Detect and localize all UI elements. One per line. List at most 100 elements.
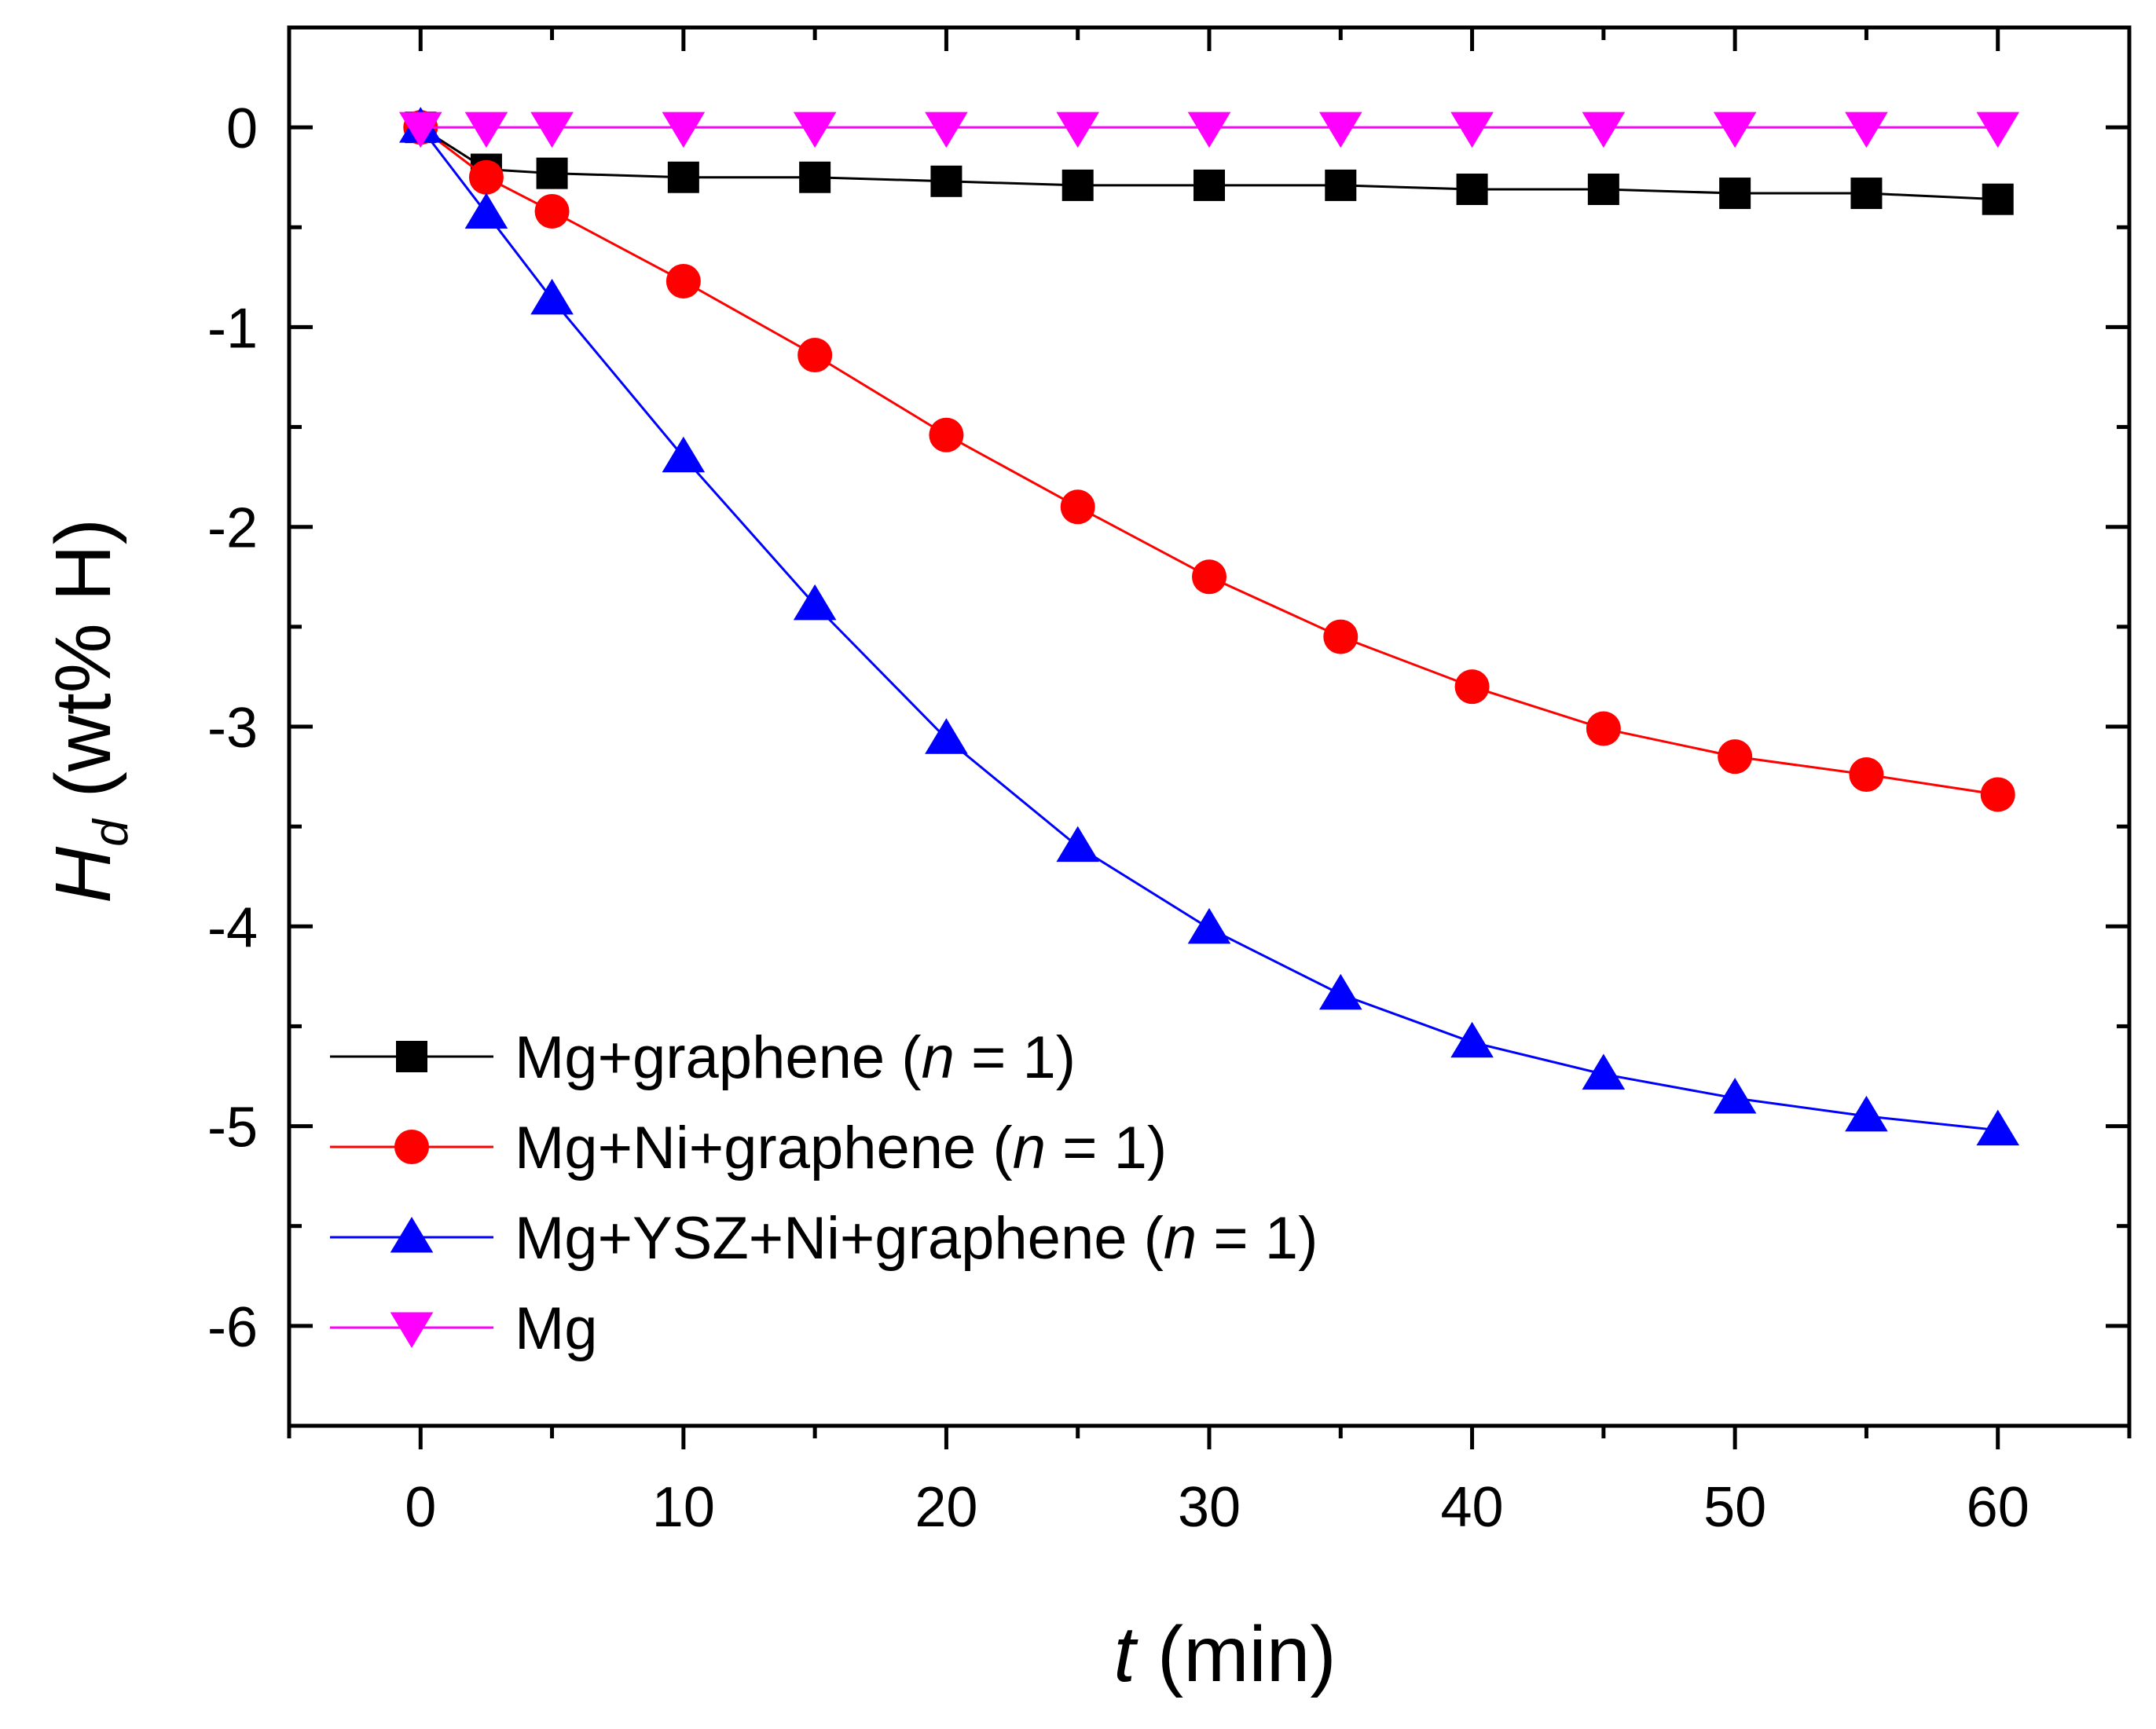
data-point	[1845, 1095, 1888, 1132]
legend-label-main: Mg+YSZ+Ni+graphene (	[515, 1205, 1164, 1272]
data-point	[1194, 169, 1225, 201]
data-point	[1192, 559, 1226, 595]
data-point	[1450, 1021, 1494, 1058]
series-line	[420, 126, 1998, 201]
x-axis-space	[1135, 1610, 1157, 1698]
data-point	[464, 112, 508, 148]
y-tick-label: -5	[207, 1097, 258, 1159]
legend-entry: Mg+graphene (n = 1)	[330, 1024, 1076, 1091]
series-1	[405, 112, 2014, 215]
legend: Mg+graphene (n = 1)Mg+Ni+graphene (n = 1…	[330, 1024, 1318, 1362]
data-point	[1719, 178, 1751, 210]
x-axis-symbol: t	[1113, 1610, 1138, 1698]
data-point	[662, 112, 706, 148]
axes-layer: 0 10 20 30 40 50 60 0 -1 -2 -3 -4 -5 -6	[207, 25, 2132, 1539]
data-point	[925, 112, 968, 148]
data-point	[799, 161, 831, 193]
legend-label-tail: = 1)	[955, 1024, 1076, 1091]
x-axis-unit: (min)	[1157, 1610, 1336, 1698]
series-2	[403, 110, 2015, 812]
x-tick-label: 20	[915, 1476, 977, 1539]
y-axis-space	[39, 798, 127, 820]
x-tick-label: 0	[405, 1476, 436, 1539]
data-point	[1982, 183, 2014, 215]
legend-entry: Mg+Ni+graphene (n = 1)	[330, 1115, 1167, 1181]
legend-label-tail: = 1)	[1197, 1205, 1318, 1272]
y-axis-symbol: H	[39, 846, 127, 903]
y-tick-label: -1	[207, 297, 258, 360]
data-point	[662, 436, 706, 473]
data-point	[1586, 711, 1621, 746]
legend-label-main: Mg	[515, 1295, 598, 1362]
data-point	[530, 112, 574, 148]
legend-marker	[396, 1041, 427, 1072]
series-4	[398, 112, 2020, 148]
legend-entry: Mg	[330, 1295, 598, 1362]
data-point	[930, 165, 962, 197]
axis-titles: t (min) Hd (wt% H)	[39, 518, 1336, 1698]
data-point	[666, 263, 701, 299]
data-point	[1980, 777, 2015, 812]
y-tick-label: -4	[207, 896, 258, 959]
data-point	[1582, 112, 1626, 148]
legend-entry: Mg+YSZ+Ni+graphene (n = 1)	[330, 1205, 1318, 1272]
legend-label: Mg+graphene (n = 1)	[515, 1024, 1076, 1091]
series-line	[420, 126, 1998, 1132]
data-point	[1582, 1053, 1626, 1090]
legend-label-variable: n	[922, 1024, 955, 1091]
data-point	[1187, 112, 1231, 148]
x-tick-label: 60	[1967, 1476, 2030, 1539]
series-3	[398, 107, 2020, 1146]
legend-label-variable: n	[1164, 1205, 1197, 1272]
data-point	[1713, 1077, 1757, 1114]
legend-marker	[390, 1217, 434, 1253]
data-point	[1845, 112, 1888, 148]
x-tick-label: 10	[652, 1476, 715, 1539]
legend-label-main: Mg+Ni+graphene (	[515, 1115, 1013, 1181]
data-point	[1849, 757, 1884, 793]
data-point	[1056, 826, 1100, 863]
data-point	[1062, 169, 1094, 201]
data-point	[793, 584, 837, 621]
data-point	[925, 718, 968, 754]
legend-marker	[394, 1130, 429, 1164]
data-point	[1323, 619, 1358, 654]
data-point	[1713, 112, 1757, 148]
data-point	[1056, 112, 1100, 148]
y-axis-subscript: d	[84, 818, 138, 847]
data-point	[1850, 178, 1883, 210]
data-point	[464, 192, 508, 229]
legend-label: Mg	[515, 1295, 598, 1362]
data-point	[929, 417, 964, 452]
data-point	[468, 159, 504, 195]
data-point	[534, 193, 570, 229]
x-tick-label: 30	[1178, 1476, 1241, 1539]
data-point	[667, 161, 699, 193]
data-point	[1318, 112, 1362, 148]
data-point	[1060, 489, 1095, 525]
data-point	[536, 157, 568, 189]
data-point	[798, 338, 833, 373]
legend-marker	[390, 1312, 434, 1348]
legend-label: Mg+Ni+graphene (n = 1)	[515, 1115, 1167, 1181]
series-line	[420, 126, 1998, 796]
data-point	[398, 112, 442, 148]
data-point	[1456, 173, 1488, 205]
y-tick-label: 0	[226, 97, 258, 160]
data-point	[1187, 907, 1231, 944]
x-tick-label: 50	[1703, 1476, 1766, 1539]
legend-label-tail: = 1)	[1046, 1115, 1167, 1181]
legend-label-main: Mg+graphene (	[515, 1024, 922, 1091]
legend-label: Mg+YSZ+Ni+graphene (n = 1)	[515, 1205, 1318, 1272]
y-tick-label: -2	[207, 497, 258, 560]
series-layer	[398, 107, 2020, 1146]
data-point	[1325, 169, 1357, 201]
y-tick-label: -6	[207, 1296, 258, 1359]
x-axis-title: t (min)	[1113, 1610, 1336, 1698]
data-point	[1450, 112, 1494, 148]
data-point	[1976, 112, 2020, 148]
y-axis-title: Hd (wt% H)	[39, 518, 138, 903]
legend-label-variable: n	[1013, 1115, 1046, 1181]
